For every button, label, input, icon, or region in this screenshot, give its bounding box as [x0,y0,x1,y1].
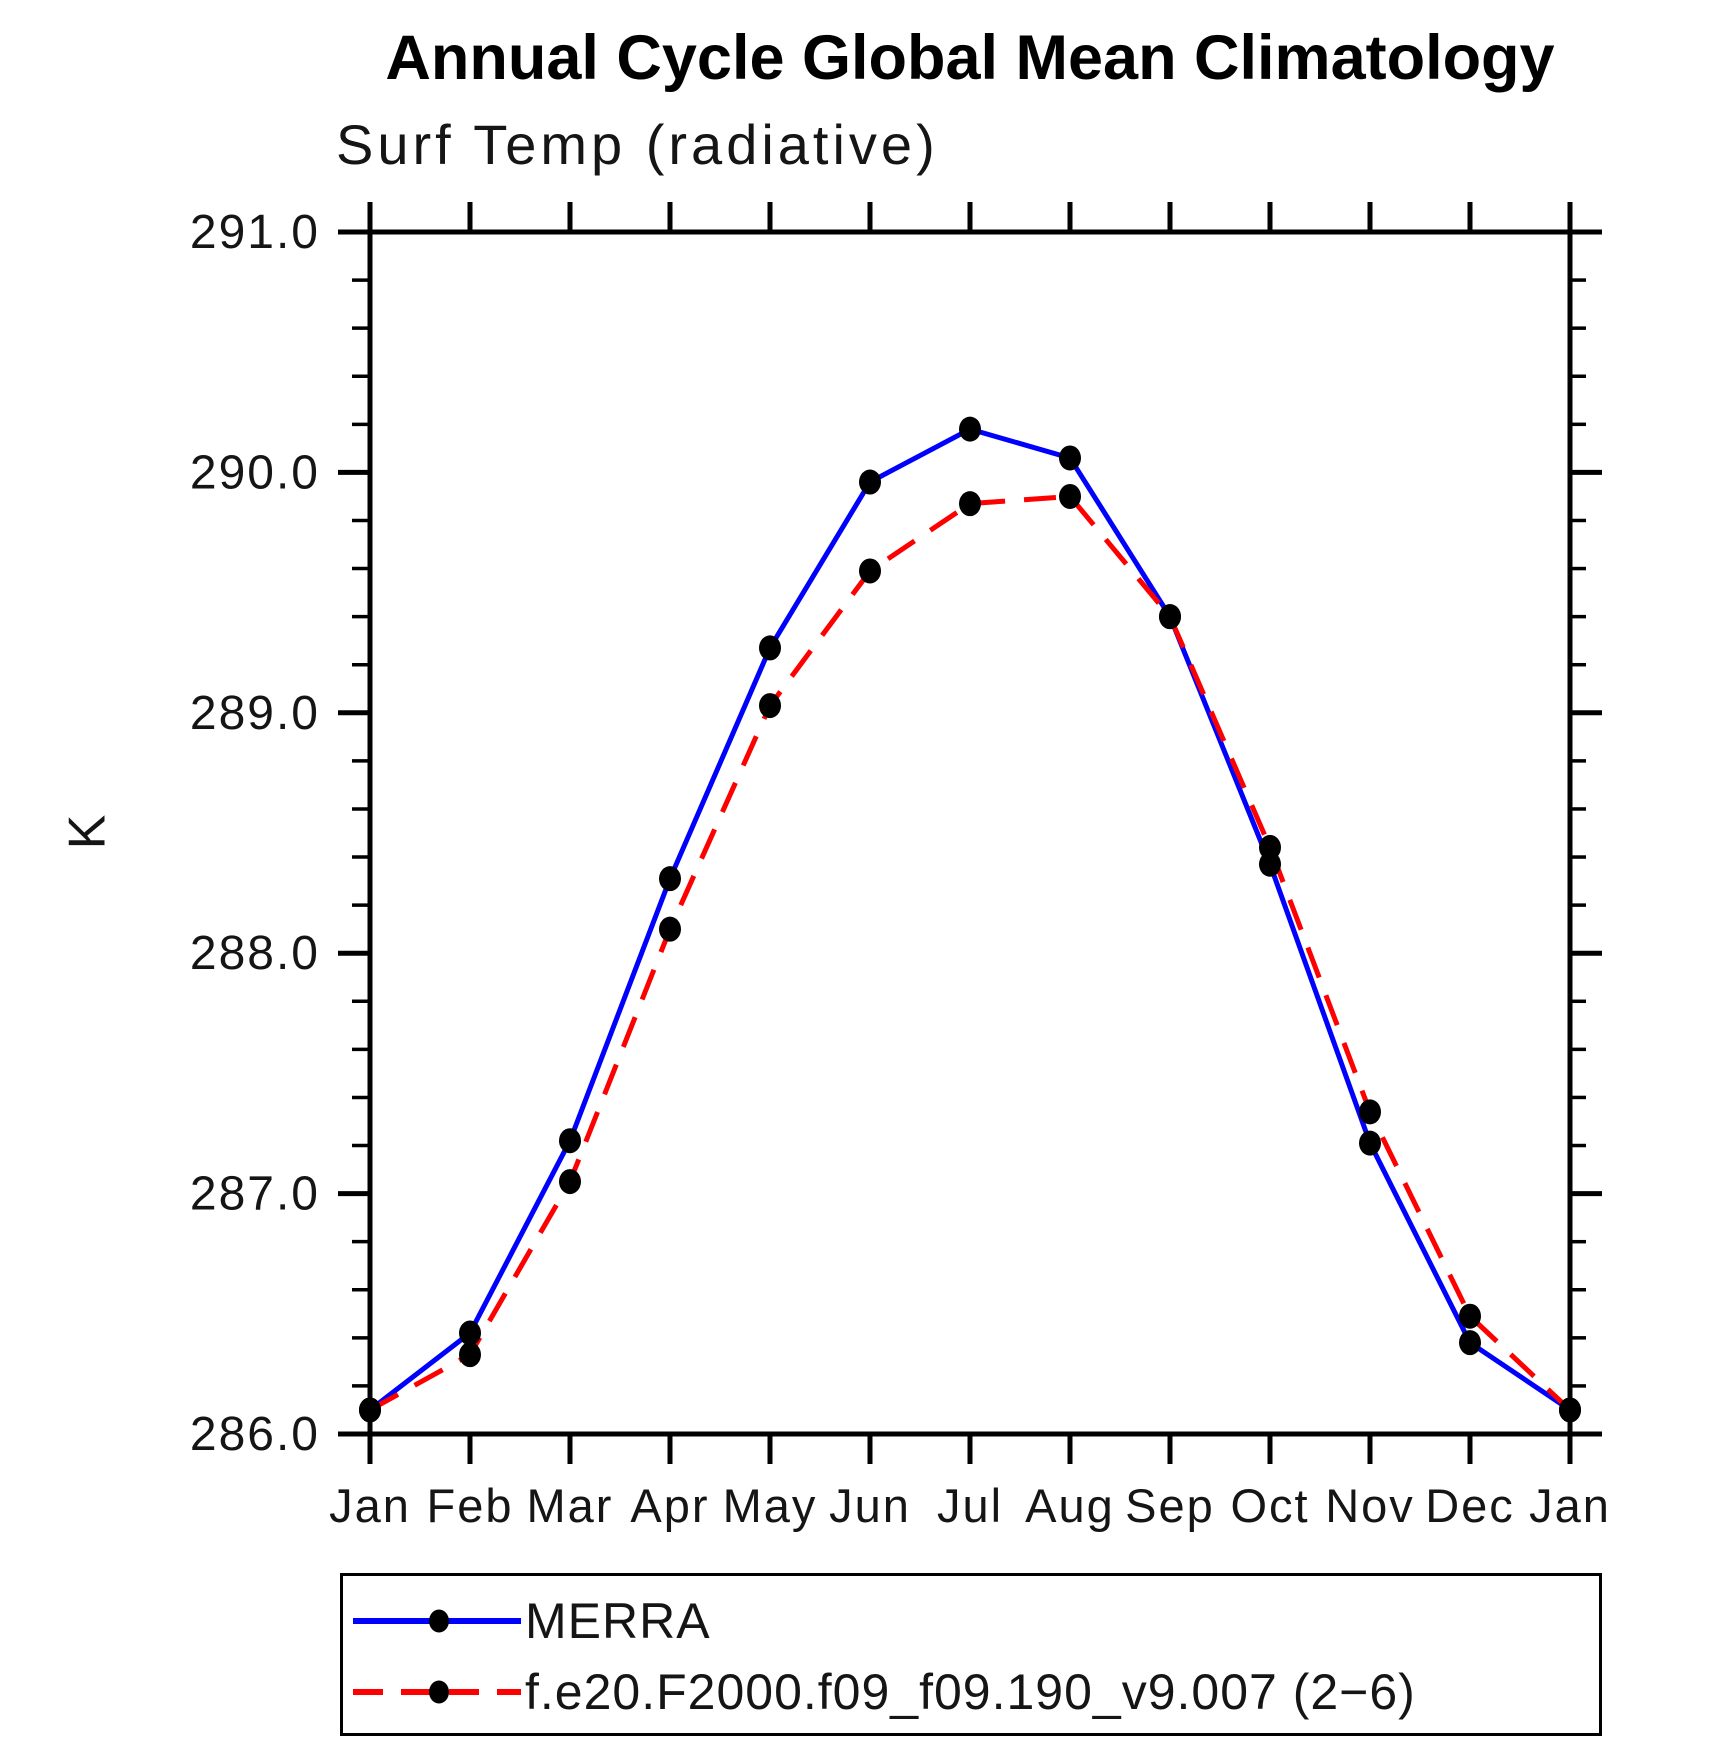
model-data-point-marker [359,1397,381,1423]
model-data-point-marker [1059,483,1081,509]
y-tick-label: 291.0 [190,206,320,259]
model-data-point-marker [959,491,981,517]
x-tick-label: Aug [1025,1479,1115,1532]
legend-key-merra [353,1609,521,1633]
legend-entry-merra: MERRA [349,1596,711,1646]
y-tick-label: 288.0 [190,927,320,980]
legend-marker-icon [429,1680,449,1704]
merra-data-point-marker [1459,1330,1481,1356]
merra-data-point-marker [1359,1130,1381,1156]
x-tick-label: Nov [1325,1479,1415,1532]
chart-subtitle: Surf Temp (radiative) [336,113,939,176]
x-tick-label: Jan [1529,1479,1611,1532]
legend-label-merra: MERRA [525,1593,711,1649]
model-data-point-marker [1459,1303,1481,1329]
merra-data-point-marker [759,635,781,661]
legend: MERRA f.e20.F2000.f09_f09.190_v9.007 (2−… [340,1573,1602,1736]
merra-data-point-marker [459,1320,481,1346]
legend-label-model: f.e20.F2000.f09_f09.190_v9.007 (2−6) [525,1664,1416,1720]
y-tick-label: 286.0 [190,1408,320,1461]
y-tick-label: 290.0 [190,446,320,499]
merra-data-point-marker [859,469,881,495]
legend-marker-icon [429,1609,449,1633]
x-tick-label: Jun [829,1479,911,1532]
merra-data-point-marker [559,1128,581,1154]
merra-line [368,426,1572,1413]
merra-data-point-marker [1059,445,1081,471]
legend-key-model [353,1680,521,1704]
legend-entry-model: f.e20.F2000.f09_f09.190_v9.007 (2−6) [349,1667,1416,1717]
chart-title: Annual Cycle Global Mean Climatology [385,23,1555,93]
model-data-point-marker [759,693,781,719]
x-tick-label: Sep [1125,1479,1215,1532]
x-tick-label: Dec [1425,1479,1515,1532]
x-tick-label: Jan [329,1479,411,1532]
model-data-point-marker [1359,1099,1381,1125]
x-tick-label: Oct [1230,1479,1309,1532]
x-tick-label: Apr [630,1479,709,1532]
model-data-point-marker [859,558,881,584]
x-tick-label: May [723,1479,818,1532]
y-tick-label: 287.0 [190,1168,320,1221]
x-tick-label: Jul [937,1479,1003,1532]
y-tick-label: 289.0 [190,687,320,740]
model-data-point-marker [1259,834,1281,860]
x-tick-label: Mar [527,1479,614,1532]
merra-data-point-marker [959,416,981,442]
model-line [368,493,1572,1413]
merra-data-point-marker [659,866,681,892]
model-data-point-marker [459,1342,481,1368]
model-data-point-marker [1159,604,1181,630]
model-data-point-marker [1559,1397,1581,1423]
model-data-point-marker [659,916,681,942]
model-data-point-marker [559,1169,581,1195]
x-tick-label: Feb [427,1479,514,1532]
